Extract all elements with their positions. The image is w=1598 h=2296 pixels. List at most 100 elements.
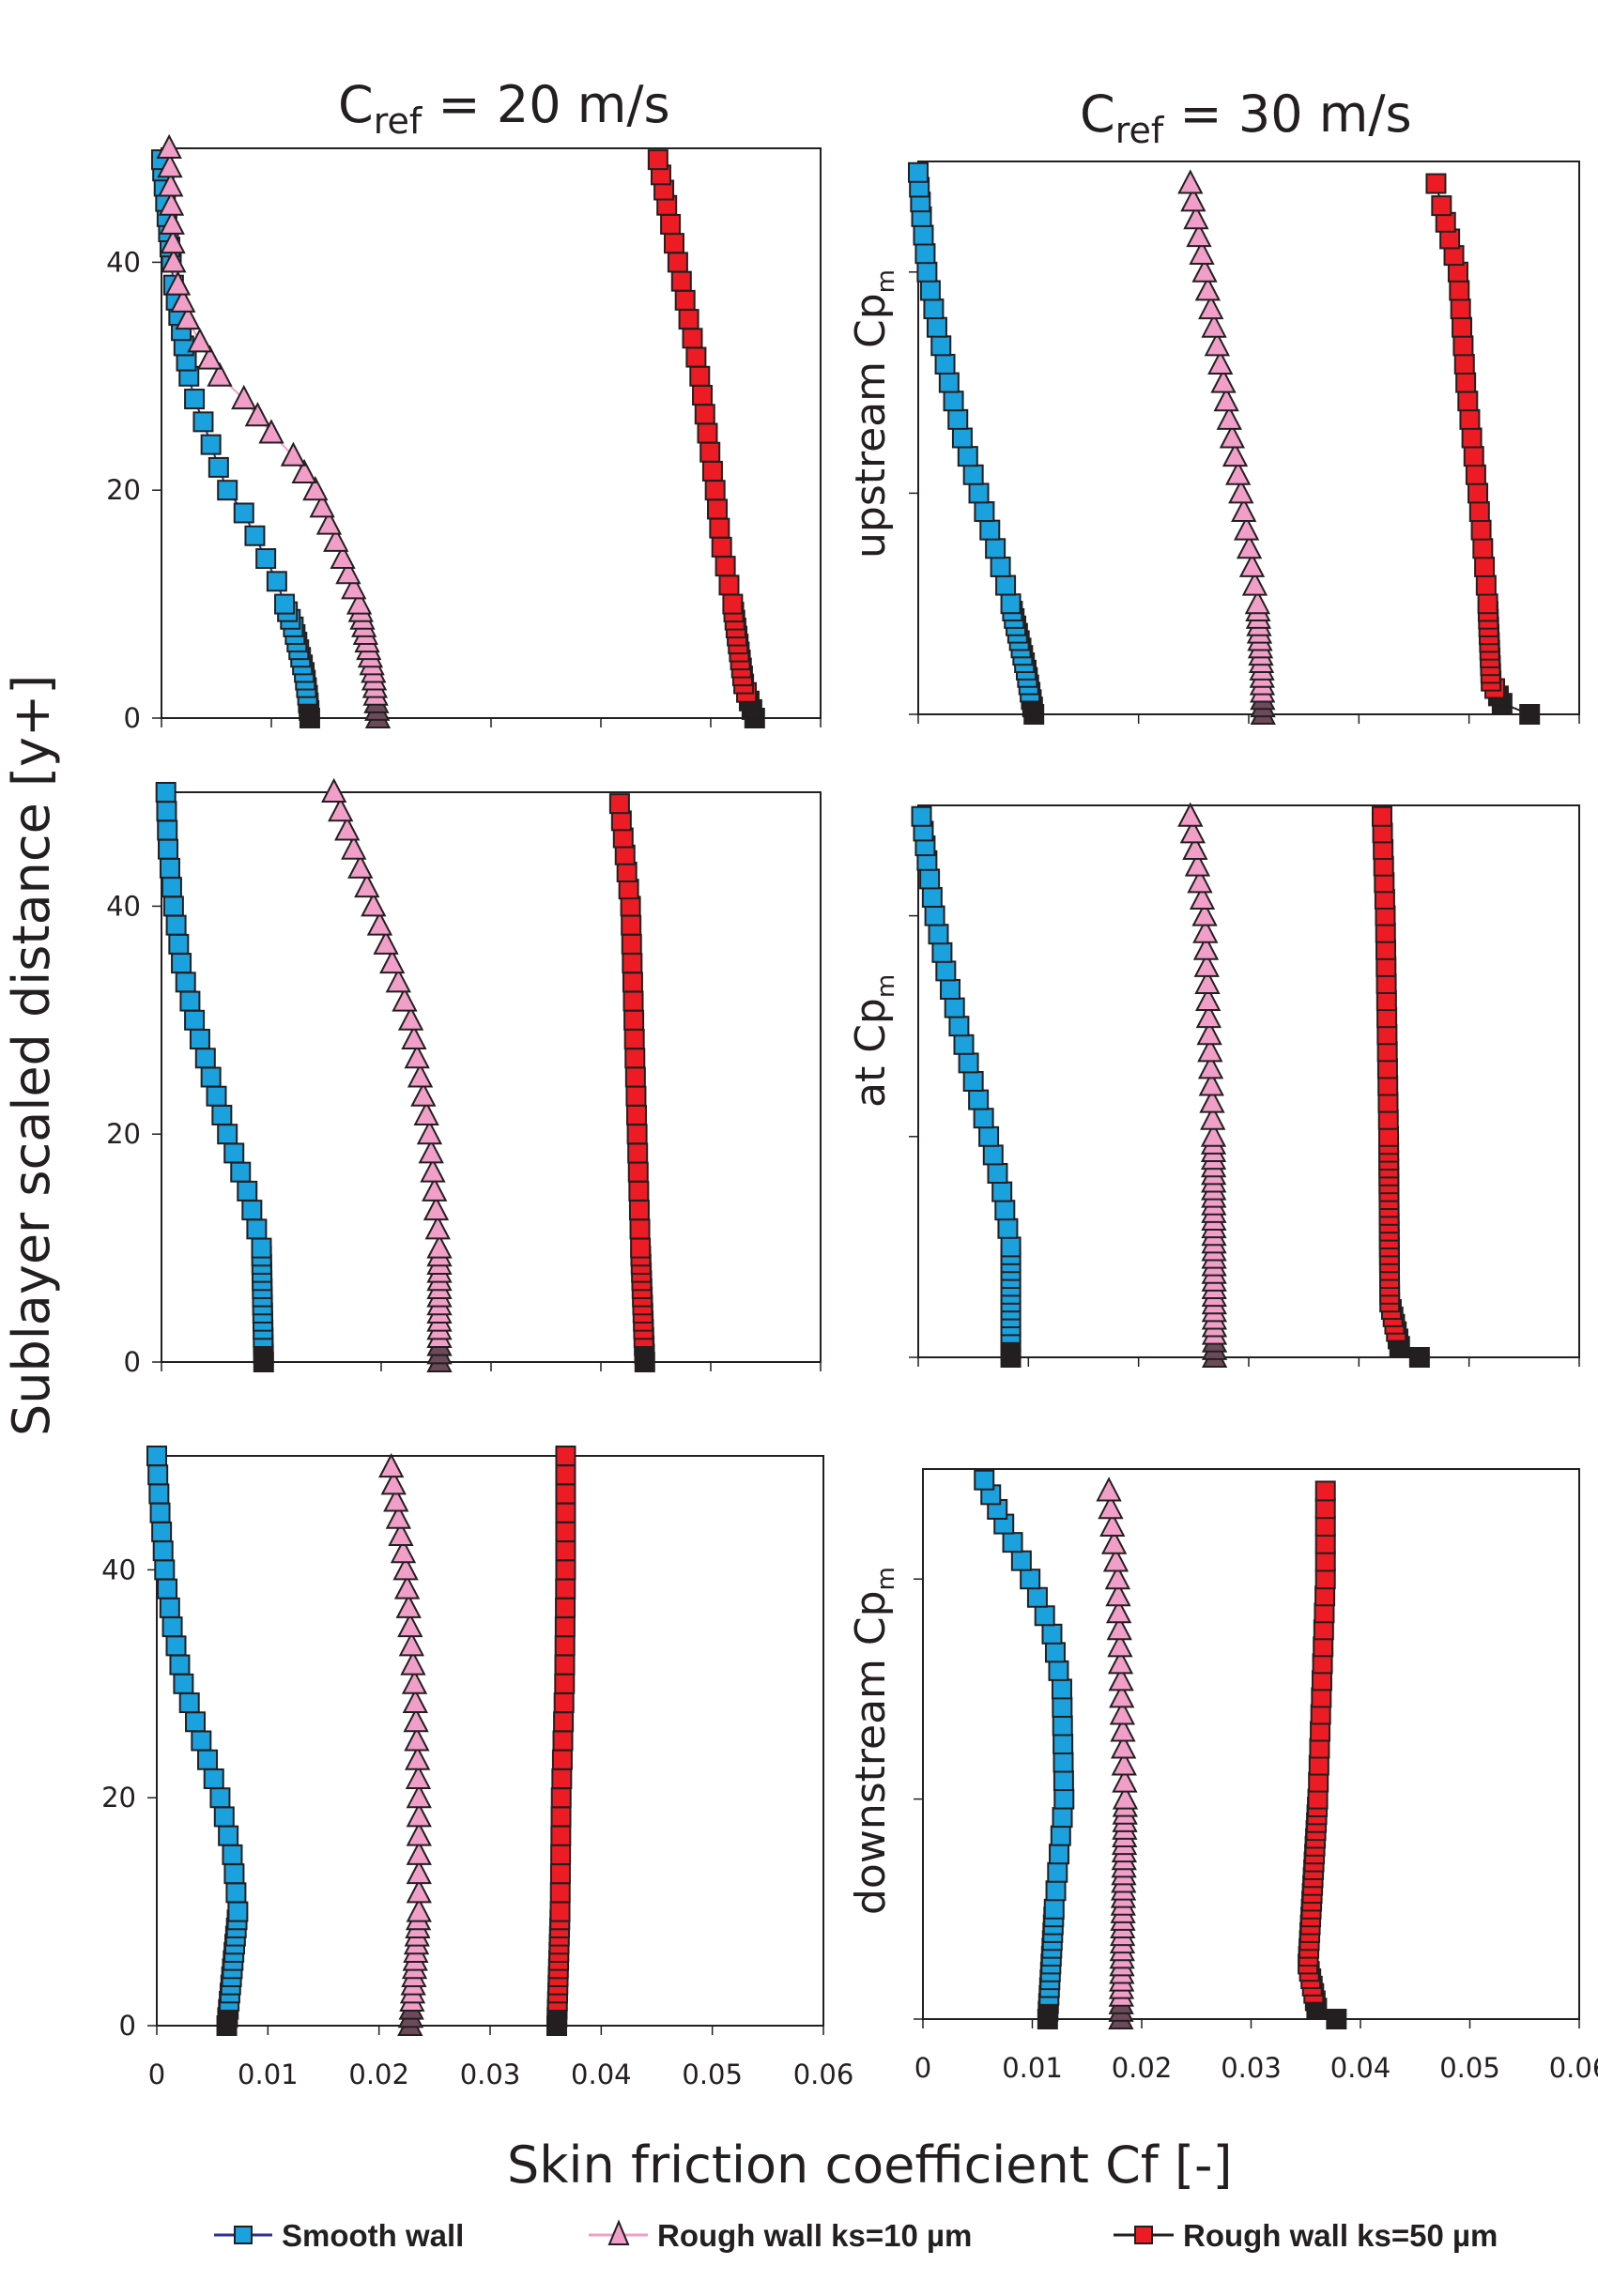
- panel-30-row1-rough10-point: [1200, 1122, 1227, 1147]
- panel-30-row2-rough10-point: [1107, 1632, 1133, 1658]
- panel-30-row1-smooth-point: [953, 1033, 975, 1055]
- panel-30-row0-rough10-point: [1191, 257, 1218, 283]
- panel-30-row1-rough10-point: [1195, 986, 1222, 1012]
- panel-30-row2-rough50-point: [1309, 1737, 1330, 1759]
- panel-30-row1-rough10-point: [1184, 851, 1211, 877]
- panel-30-row1-smooth-point: [924, 905, 945, 926]
- panel-20-row1-rough50-point: [623, 1009, 645, 1031]
- panel-30-row2-rough50-point: [1308, 1754, 1329, 1776]
- panel-20-row0-rough50-point: [664, 233, 684, 254]
- panel-20-row2-rough10-point: [406, 1859, 432, 1885]
- panel-20-row1-rough50-point: [627, 1142, 649, 1164]
- x-tick-label: 0.03: [1221, 2052, 1282, 2084]
- panel-20-row0-smooth-point: [217, 480, 238, 501]
- panel-20-row2-rough10-point: [392, 1555, 419, 1581]
- panel-20-row1-rough50-point: [616, 861, 638, 882]
- panel-30-row2-rough10-point: [1098, 1494, 1124, 1520]
- panel-20-row2-rough10-point: [404, 1726, 430, 1752]
- panel-30-row1-rough10-point: [1195, 1003, 1222, 1029]
- panel-30-row1-rough10-point: [1192, 918, 1219, 943]
- panel-20-row2-smooth-point: [197, 1749, 219, 1770]
- y-tick-label: 20: [106, 474, 141, 506]
- panel-20-row2-rough10-point: [402, 1688, 428, 1714]
- panel-30-row0-rough50-point: [1449, 280, 1470, 301]
- y-tick-label: 40: [106, 890, 141, 922]
- panel-20-row2-rough50-point: [555, 1464, 576, 1486]
- panel-20-row0-smooth-point: [200, 434, 222, 455]
- panel-20-row2-rough50-point: [551, 1768, 573, 1789]
- panel-20-row1-rough50-point: [624, 1048, 646, 1069]
- row-label-at: at Cpm: [847, 974, 900, 1108]
- panel-30-row1-rough10-point: [1198, 1071, 1224, 1096]
- panel-20-row0-smooth-point: [274, 593, 296, 615]
- panel-20-row2-rough50-point: [555, 1446, 576, 1466]
- x-tick-label: 0.06: [1549, 2052, 1598, 2084]
- panel-20-row2-smooth-point: [146, 1446, 167, 1466]
- panel-20-row1-rough50-point: [612, 827, 634, 849]
- panel-30-row1-smooth-point: [940, 979, 961, 1000]
- panel-30-row2-rough50-point: [1314, 1480, 1336, 1502]
- panel-20-row0-rough50-point: [701, 460, 723, 482]
- panel-30-row2-rough50-point: [1313, 1619, 1334, 1641]
- panel-20-row2-rough10-point: [398, 1631, 425, 1657]
- panel-20-row1-rough50-point: [621, 914, 642, 936]
- x-tick-label: 0.01: [238, 2059, 299, 2090]
- legend-marker-smooth: [234, 2226, 253, 2244]
- panel-20-row0-rough10-point: [157, 153, 183, 178]
- panel-30-row1-rough50-point: [1376, 1041, 1398, 1063]
- panel-20-row1-rough50-point: [618, 879, 639, 900]
- panel-20-row1-rough50-point: [624, 1066, 646, 1088]
- panel-20-row0-rough10-point: [161, 248, 187, 273]
- panel-30-row2-rough10-point: [1110, 1734, 1137, 1759]
- panel-30-row0-rough10-point: [1244, 589, 1271, 615]
- panel-30-row0-smooth-point: [962, 464, 984, 485]
- panel-20-row0-rough50-point: [682, 328, 703, 349]
- panel-20-row1-rough10-point: [334, 816, 361, 841]
- panel-20-row2-rough10-point: [388, 1521, 414, 1546]
- panel-20-row0-rough50-point: [718, 574, 740, 596]
- panel-20-row2-rough10-point: [378, 1452, 405, 1478]
- panel-30-row1-smooth-point: [1000, 1236, 1022, 1258]
- y-tick-label: 0: [124, 1346, 141, 1378]
- panel-20-row2-rough50-point: [555, 1540, 576, 1562]
- panel-20-row0-smooth-point: [207, 456, 229, 478]
- panel-30-row0-rough50-point: [1463, 446, 1484, 467]
- panel-30-row2-smooth-point: [1053, 1734, 1074, 1754]
- panel-30-row1-rough10-point: [1200, 1105, 1226, 1130]
- panel-30-row2-rough10-point: [1096, 1477, 1122, 1502]
- panel-20-row1-smooth-point: [206, 1085, 227, 1107]
- panel-20-row2-smooth-point: [213, 1806, 235, 1828]
- panel-30-row0-rough10-point: [1236, 534, 1263, 559]
- x-tick-label: 0.02: [1112, 2052, 1173, 2084]
- panel-30-row1-rough50-point: [1377, 1075, 1399, 1096]
- panel-30-row2-smooth-point: [1052, 1715, 1073, 1737]
- panel-30-row2-smooth-point: [1048, 1660, 1069, 1681]
- panel-20-row0-rough50-point: [707, 498, 729, 520]
- panel-20-row1-smooth-point: [211, 1104, 233, 1125]
- panel-30-row1-rough50-point: [1377, 1109, 1399, 1130]
- panel-20-row0-rough50-point: [699, 441, 721, 463]
- panel-30-row1-rough50-point: [1375, 956, 1397, 977]
- panel-30-row1-smooth-point: [997, 1217, 1019, 1239]
- panel-20-row1-smooth-point: [155, 782, 177, 803]
- legend-label-rough50: Rough wall ks=50 µm: [1183, 2218, 1498, 2253]
- panel-30-row0-rough10-point: [1210, 368, 1237, 393]
- panel-30-row2-rough50-point: [1312, 1653, 1333, 1675]
- panel-20-row2-smooth-point: [218, 1825, 239, 1846]
- panel-20-row0-rough10-point: [291, 458, 317, 483]
- panel-20-row1-rough50-point: [628, 1200, 650, 1221]
- panel-30-row0-smooth-point: [916, 261, 938, 283]
- panel-20-row1-smooth-point: [157, 819, 178, 841]
- panel-20-row1-smooth-point: [223, 1142, 245, 1164]
- panel-20-row2-frame: [156, 1455, 824, 2027]
- panel-20-row2-rough10-point: [390, 1538, 417, 1564]
- panel-30-row1-rough10-point: [1197, 1054, 1224, 1079]
- panel-20-row1-rough10-point: [392, 987, 418, 1012]
- panel-30-row1-smooth-point: [935, 960, 957, 982]
- panel-30-row0-rough50-point: [1468, 501, 1490, 523]
- panel-20-row1-rough50-point: [629, 1218, 651, 1240]
- panel-30-row0-rough10-point: [1198, 294, 1224, 320]
- panel-20-row2-rough10-point: [405, 1764, 432, 1789]
- panel-20-row1-smooth-point: [179, 990, 201, 1012]
- panel-20-row2-rough10-point: [406, 1783, 432, 1809]
